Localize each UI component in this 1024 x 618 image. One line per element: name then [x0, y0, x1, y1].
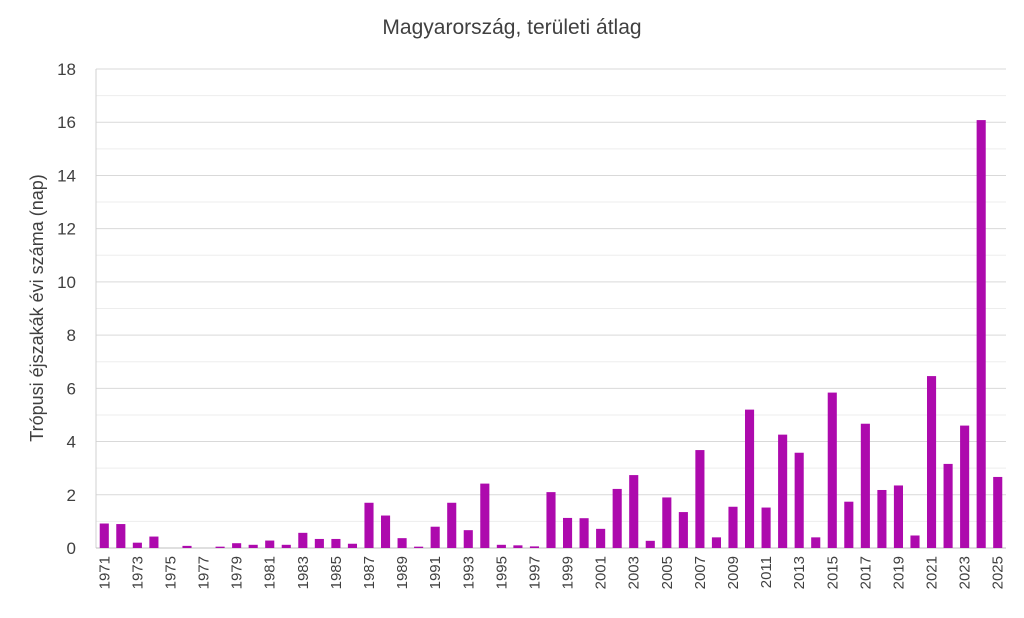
x-tick-label: 1991 — [427, 556, 444, 589]
y-tick-label: 4 — [67, 433, 76, 452]
bar-2005 — [662, 497, 672, 548]
x-tick-label: 1999 — [560, 556, 577, 589]
y-tick-label: 10 — [57, 273, 76, 292]
x-tick-label: 2001 — [593, 556, 610, 589]
bar-2014 — [811, 537, 821, 548]
bar-2022 — [943, 463, 953, 548]
bar-1998 — [546, 492, 556, 548]
bar-2008 — [711, 537, 722, 548]
bar-1984 — [314, 538, 324, 548]
bars — [99, 120, 1003, 549]
x-tick-label: 2015 — [824, 556, 841, 589]
bar-1982 — [281, 544, 291, 548]
bar-2007 — [695, 450, 705, 548]
x-tick-label: 2011 — [758, 556, 775, 588]
x-tick-label: 1971 — [96, 556, 113, 589]
y-tick-label: 12 — [57, 220, 76, 239]
bar-1996 — [513, 545, 523, 548]
bar-2016 — [844, 501, 854, 548]
x-tick-label: 2007 — [692, 556, 709, 589]
bar-1991 — [430, 526, 440, 548]
x-tick-label: 2005 — [659, 556, 676, 589]
bar-1988 — [380, 515, 391, 548]
bar-1987 — [364, 502, 374, 548]
bar-2017 — [860, 423, 870, 548]
x-tick-label: 2013 — [791, 556, 808, 589]
bar-1994 — [480, 483, 490, 548]
bar-1971 — [99, 523, 109, 548]
bar-1992 — [447, 502, 457, 548]
y-tick-label: 16 — [57, 113, 76, 132]
bar-2003 — [629, 475, 639, 548]
x-tick-label: 2025 — [990, 556, 1007, 589]
bar-2019 — [893, 485, 904, 548]
bar-2018 — [877, 489, 887, 548]
x-tick-label: 1985 — [328, 556, 345, 589]
bar-1986 — [347, 543, 358, 548]
x-tick-label: 2019 — [890, 556, 907, 589]
x-tick-label: 2017 — [857, 556, 874, 589]
x-tick-label: 1973 — [129, 556, 146, 589]
bar-1980 — [248, 544, 258, 548]
x-tick-label: 1981 — [262, 556, 279, 589]
bar-2001 — [596, 528, 606, 548]
bar-1981 — [265, 540, 275, 548]
bar-2024 — [976, 120, 986, 549]
bar-2012 — [778, 434, 788, 548]
bar-1979 — [232, 543, 242, 548]
bar-2015 — [827, 392, 837, 548]
bar-2006 — [678, 512, 688, 548]
bar-1985 — [331, 538, 341, 548]
x-tick-label: 1975 — [162, 556, 179, 589]
y-tick-label: 0 — [67, 539, 76, 558]
bar-2010 — [744, 409, 755, 548]
bar-1997 — [529, 546, 540, 548]
bar-1990 — [414, 546, 424, 548]
bar-1989 — [397, 538, 407, 548]
bar-2021 — [926, 376, 937, 548]
bar-1972 — [116, 524, 126, 548]
x-tick-label: 2009 — [725, 556, 742, 589]
y-tick-label: 8 — [67, 326, 76, 345]
bar-1974 — [149, 536, 159, 548]
x-tick-label: 1997 — [526, 556, 543, 589]
x-tick-label: 2003 — [626, 556, 643, 589]
bar-2013 — [794, 452, 804, 548]
bar-1978 — [215, 546, 225, 548]
y-tick-labels: 0 2 4 6 8 10 12 14 16 18 — [57, 60, 76, 558]
y-tick-label: 14 — [57, 166, 76, 185]
bar-2004 — [645, 540, 655, 548]
x-tick-label: 1983 — [295, 556, 312, 589]
bar-2011 — [761, 507, 771, 548]
bar-2000 — [579, 518, 589, 548]
bar-1995 — [496, 544, 506, 548]
bar-1983 — [298, 532, 308, 548]
x-tick-label: 1995 — [493, 556, 510, 589]
chart-title: Magyarország, területi átlag — [382, 16, 642, 39]
bar-1993 — [463, 530, 473, 548]
bar-1999 — [562, 517, 573, 548]
x-tick-label: 2021 — [924, 556, 941, 589]
y-tick-label: 6 — [67, 379, 76, 398]
y-tick-label: 18 — [57, 60, 76, 79]
y-axis-label: Trópusi éjszakák évi száma (nap) — [27, 174, 47, 441]
bar-2020 — [910, 535, 920, 548]
bar-2023 — [960, 425, 970, 548]
bar-1976 — [182, 545, 192, 548]
bar-2025 — [993, 476, 1003, 548]
bar-2002 — [612, 488, 622, 548]
x-tick-label: 1979 — [229, 556, 246, 589]
x-tick-label: 1993 — [460, 556, 477, 589]
x-tick-label: 1977 — [196, 556, 213, 589]
bar-1973 — [132, 542, 142, 548]
bar-2009 — [728, 506, 738, 548]
x-tick-labels: 1971 1973 1975 1977 1979 1981 1983 1985 1987 1989… — [96, 556, 1006, 589]
y-tick-label: 2 — [67, 486, 76, 505]
x-tick-label: 1987 — [361, 556, 378, 589]
grid-lines — [96, 68, 1006, 522]
x-tick-label: 2023 — [957, 556, 974, 589]
x-tick-label: 1989 — [394, 556, 411, 589]
